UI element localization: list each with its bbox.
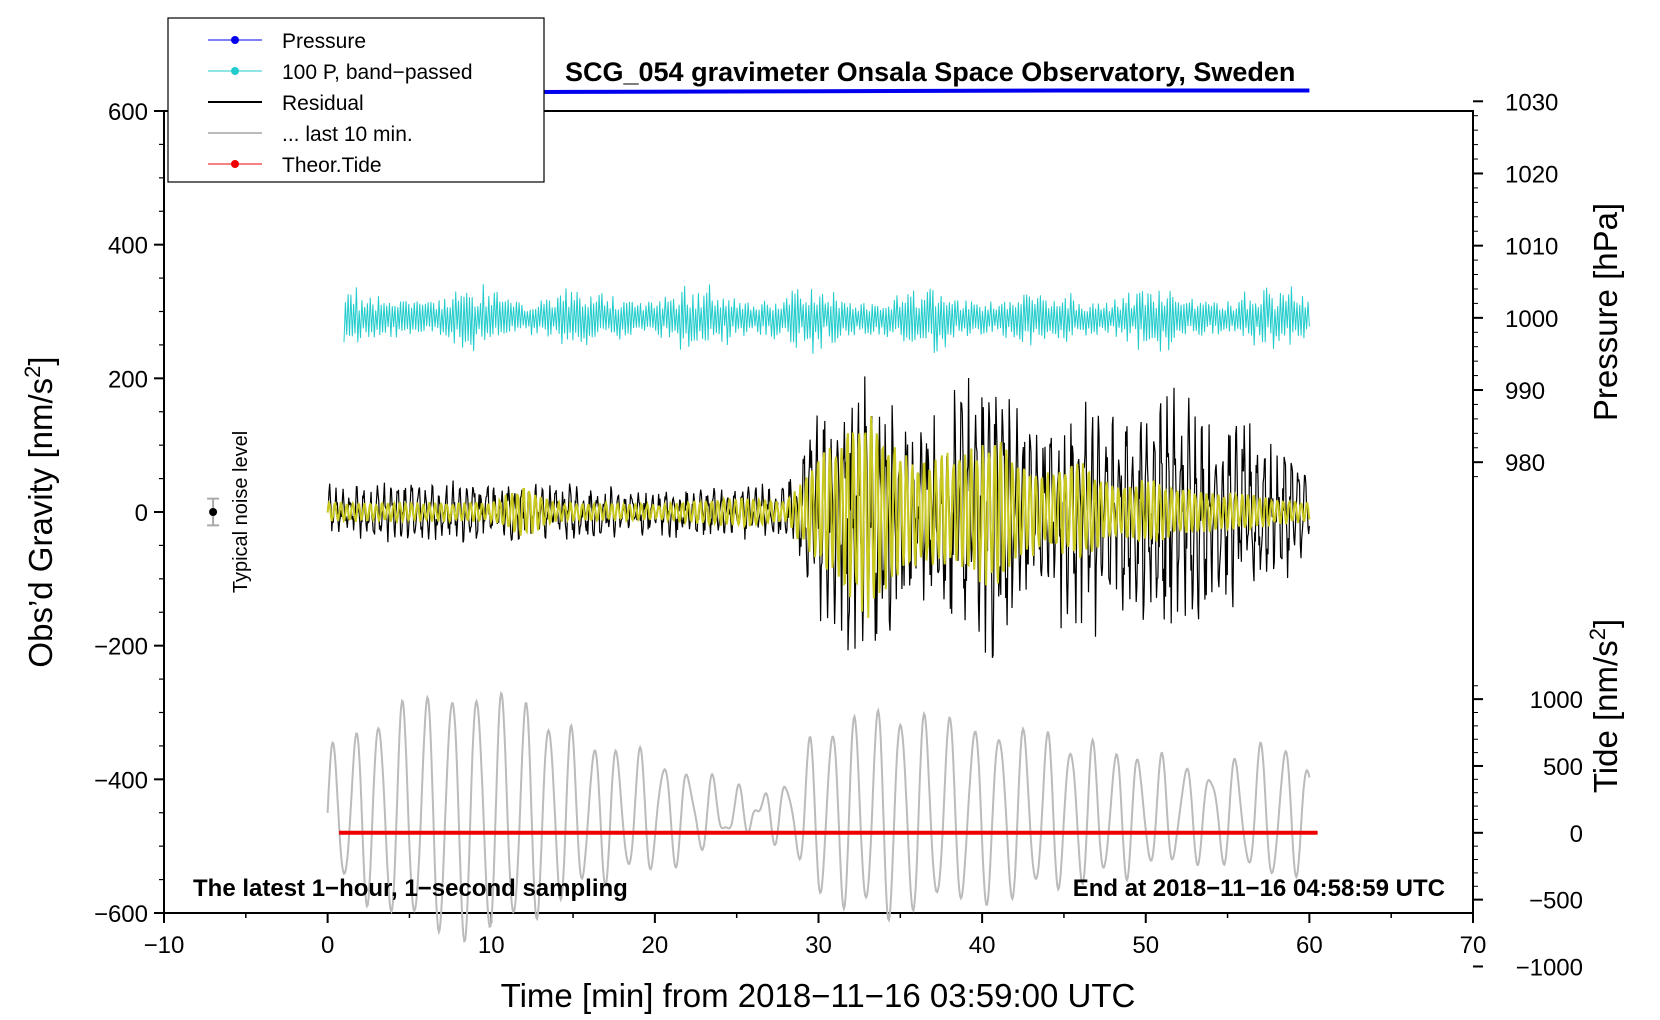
tide-axis-title-sup: 2 bbox=[1585, 628, 1610, 640]
tide-axis-title-main: Tide [nm/s bbox=[1587, 640, 1624, 793]
legend-marker bbox=[231, 67, 239, 75]
tide-axis-title-end: ] bbox=[1587, 619, 1624, 628]
pressure-tick-label: 990 bbox=[1505, 378, 1545, 405]
left-note: The latest 1−hour, 1−second sampling bbox=[193, 875, 628, 902]
y-tick-label: −600 bbox=[94, 901, 148, 928]
legend-label: Pressure bbox=[282, 30, 366, 53]
tide-tick-label: −1000 bbox=[1516, 954, 1583, 981]
legend-box bbox=[167, 17, 545, 183]
y-tick-label: 200 bbox=[108, 366, 148, 393]
right-note: End at 2018−11−16 04:58:59 UTC bbox=[1073, 875, 1445, 902]
x-tick-label: −10 bbox=[144, 932, 185, 959]
series-layer bbox=[326, 88, 1318, 944]
x-tick-label: 30 bbox=[805, 932, 832, 959]
x-tick-label: 60 bbox=[1296, 932, 1323, 959]
left-y-axis-title-end: ] bbox=[22, 356, 59, 365]
y-tick-label: 600 bbox=[108, 99, 148, 126]
series-smoothed-residual bbox=[326, 416, 1311, 618]
left-y-axis-title-sup: 2 bbox=[20, 366, 45, 378]
y-tick-label: 0 bbox=[135, 500, 148, 527]
left-y-axis-title-main: Obs’d Gravity [nm/s bbox=[22, 378, 59, 668]
tide-tick-label: 500 bbox=[1543, 754, 1583, 781]
x-tick-label: 50 bbox=[1132, 932, 1159, 959]
legend: Pressure 100 P, band−passed Residual ... la… bbox=[167, 17, 545, 183]
pressure-axis-title: Pressure [hPa] bbox=[1587, 203, 1624, 421]
legend-label: Residual bbox=[282, 92, 364, 115]
legend-marker bbox=[231, 36, 239, 44]
noise-level-marker bbox=[207, 497, 220, 527]
x-tick-label: 40 bbox=[969, 932, 996, 959]
x-axis-title: Time [min] from 2018−11−16 03:59:00 UTC bbox=[501, 977, 1136, 1014]
series-residual bbox=[327, 376, 1310, 658]
pressure-tick-label: 1000 bbox=[1505, 306, 1558, 333]
x-tick-label: 10 bbox=[478, 932, 505, 959]
legend-marker bbox=[231, 160, 239, 168]
pressure-tick-label: 1030 bbox=[1505, 89, 1558, 116]
chart-title: SCG_054 gravimeter Onsala Space Observat… bbox=[565, 57, 1295, 87]
tide-tick-label: 1000 bbox=[1530, 687, 1583, 714]
series-band-passed-pressure bbox=[343, 284, 1310, 354]
noise-level-point bbox=[209, 508, 218, 516]
pressure-axis: 1030 1020 1010 1000 990 980 bbox=[1473, 89, 1558, 477]
y-tick-label: 400 bbox=[108, 233, 148, 260]
pressure-tick-label: 1010 bbox=[1505, 234, 1558, 261]
pressure-tick-label: 1020 bbox=[1505, 161, 1558, 188]
y-tick-label: −200 bbox=[94, 634, 148, 661]
noise-label: Typical noise level bbox=[230, 431, 252, 593]
legend-label: 100 P, band−passed bbox=[282, 61, 473, 84]
left-y-axis-title: Obs’d Gravity [nm/s2] bbox=[20, 356, 59, 667]
tide-axis-title: Tide [nm/s2] bbox=[1585, 619, 1624, 793]
tide-tick-label: 0 bbox=[1570, 821, 1583, 848]
x-tick-label: 0 bbox=[321, 932, 334, 959]
series-last-10-min bbox=[326, 690, 1311, 944]
left-y-axis: 600 400 200 0 −200 −400 −600 bbox=[94, 99, 164, 928]
x-tick-label: 70 bbox=[1460, 932, 1487, 959]
tide-tick-label: −500 bbox=[1529, 888, 1583, 915]
y-tick-label: −400 bbox=[94, 767, 148, 794]
pressure-tick-label: 980 bbox=[1505, 450, 1545, 477]
x-tick-label: 20 bbox=[642, 932, 669, 959]
x-axis: −10 0 10 20 30 40 50 60 70 bbox=[144, 913, 1487, 959]
legend-label: ... last 10 min. bbox=[282, 123, 413, 146]
legend-label: Theor.Tide bbox=[282, 154, 382, 177]
